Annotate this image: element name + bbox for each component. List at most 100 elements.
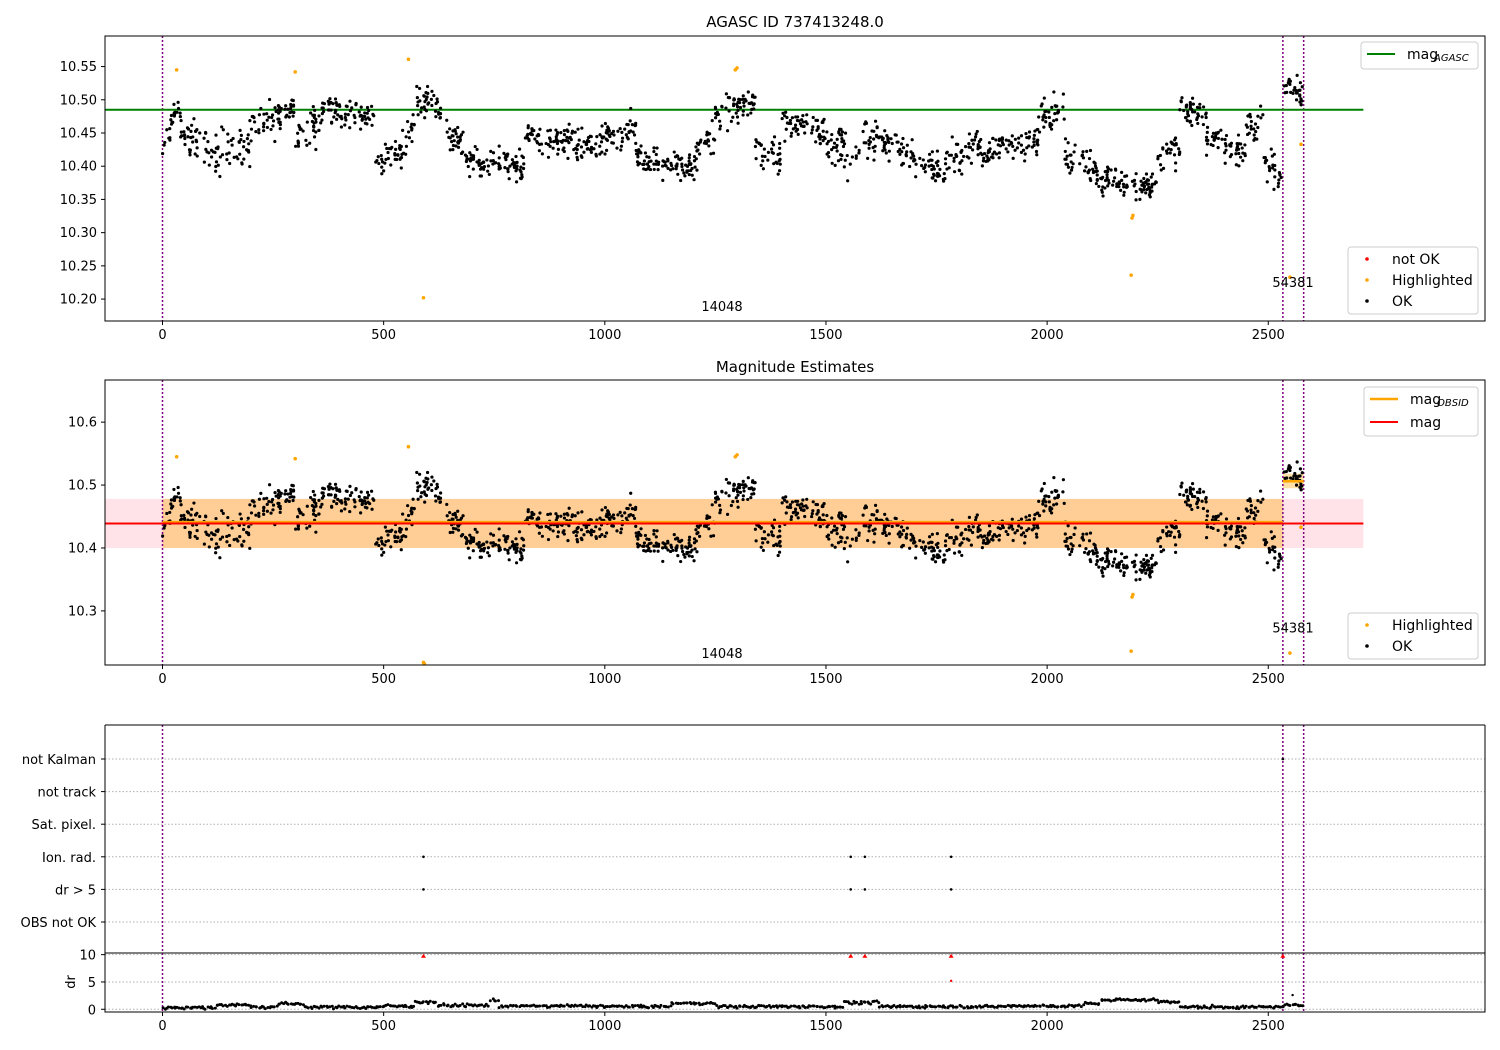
ok-point xyxy=(1174,526,1178,530)
dr-point xyxy=(343,1006,347,1010)
dr-point xyxy=(562,1004,566,1008)
dr-point xyxy=(542,1004,546,1008)
dr-point xyxy=(252,1004,256,1008)
ok-point xyxy=(1259,489,1263,493)
ok-point xyxy=(519,177,523,181)
ok-point xyxy=(193,534,197,539)
ok-point xyxy=(801,498,805,502)
ok-point xyxy=(1196,112,1200,116)
ok-point xyxy=(805,113,809,117)
ok-point xyxy=(901,543,905,548)
ok-point xyxy=(711,151,716,155)
ok-point xyxy=(456,528,461,532)
ok-point xyxy=(189,129,193,133)
ok-point xyxy=(935,553,939,557)
ok-point xyxy=(515,546,519,550)
ok-point xyxy=(346,112,350,117)
ok-point xyxy=(1119,188,1123,192)
ok-point xyxy=(1010,141,1014,145)
ok-point xyxy=(1011,144,1015,148)
ok-point xyxy=(497,144,501,148)
ok-point xyxy=(305,526,309,530)
ok-point xyxy=(1013,137,1017,141)
ok-point xyxy=(486,169,490,173)
ok-point xyxy=(1117,185,1121,189)
ok-point xyxy=(842,525,847,529)
ok-point xyxy=(971,525,975,529)
ok-point xyxy=(750,107,754,111)
ok-point xyxy=(1139,179,1143,183)
ok-point xyxy=(512,165,517,170)
dr-point xyxy=(421,1000,425,1004)
ok-point xyxy=(485,540,489,544)
ok-point xyxy=(914,544,918,548)
ok-point xyxy=(795,503,800,507)
ok-point xyxy=(866,538,870,543)
ok-point xyxy=(466,164,470,169)
ok-point xyxy=(713,106,718,111)
dr-point xyxy=(815,1004,819,1008)
ok-point xyxy=(182,133,187,137)
ok-point xyxy=(348,493,353,498)
dr-point xyxy=(898,1005,902,1009)
ok-point xyxy=(478,167,483,171)
ok-point xyxy=(554,518,558,522)
ok-point xyxy=(1184,105,1188,109)
ok-point xyxy=(461,150,465,154)
ok-point xyxy=(862,524,866,528)
ok-point xyxy=(681,168,685,172)
ok-point xyxy=(454,132,458,136)
ok-point xyxy=(451,134,455,138)
dr-point xyxy=(404,1005,408,1009)
ok-point xyxy=(1113,176,1117,180)
dr-point xyxy=(715,1004,719,1008)
ok-point xyxy=(952,156,956,160)
ok-point xyxy=(290,483,294,487)
plot4-xtick-label: 1500 xyxy=(809,1019,842,1034)
ok-point xyxy=(778,157,782,161)
ok-point xyxy=(634,524,638,528)
ok-point xyxy=(810,511,814,516)
ok-point xyxy=(1062,117,1066,121)
ok-point xyxy=(1023,534,1027,538)
ok-point xyxy=(461,514,465,518)
ok-point xyxy=(189,135,193,140)
legend-not-ok-label: not OK xyxy=(1392,252,1440,268)
ok-point xyxy=(645,537,649,541)
ok-point xyxy=(1285,90,1289,94)
legend-mag-label: mag xyxy=(1410,415,1441,431)
ok-point xyxy=(1052,476,1056,480)
ok-point xyxy=(761,159,765,163)
ok-point xyxy=(416,104,420,108)
ok-point xyxy=(218,174,222,179)
ok-point xyxy=(920,545,924,550)
ok-point xyxy=(320,502,324,506)
ok-point xyxy=(669,543,673,547)
ok-point xyxy=(718,508,723,512)
ok-point xyxy=(680,544,684,548)
ok-point xyxy=(620,136,625,140)
ok-point xyxy=(1107,562,1111,566)
ok-point xyxy=(760,536,765,541)
ok-point xyxy=(652,532,656,536)
ok-point xyxy=(1248,497,1252,501)
ok-point xyxy=(694,157,698,161)
ok-point xyxy=(1081,150,1085,154)
ok-point xyxy=(458,518,462,522)
ok-point xyxy=(1149,556,1153,560)
ok-point xyxy=(1065,544,1070,548)
ok-point xyxy=(825,152,829,156)
ok-point xyxy=(1052,90,1056,94)
ok-point xyxy=(971,148,975,152)
ok-point xyxy=(456,509,460,513)
ok-point xyxy=(285,498,289,502)
ok-point xyxy=(718,127,722,131)
ok-point xyxy=(227,533,231,538)
ok-point xyxy=(962,154,966,159)
ok-point xyxy=(682,552,686,557)
ok-point xyxy=(1050,105,1054,109)
dr-point xyxy=(1056,1005,1060,1009)
ok-point xyxy=(1117,181,1122,185)
ok-point xyxy=(1265,158,1269,162)
ok-point xyxy=(247,533,251,537)
